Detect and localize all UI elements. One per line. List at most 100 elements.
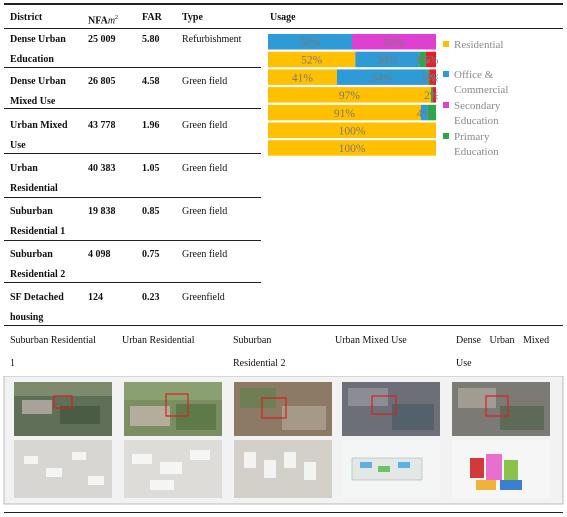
model-photo-urban-residential bbox=[124, 440, 222, 498]
bar-segment bbox=[419, 51, 426, 68]
bar-segment bbox=[432, 87, 436, 103]
bar-data-label: 4% bbox=[425, 72, 438, 84]
row-rule bbox=[4, 282, 261, 283]
nfa-value: 4 098 bbox=[88, 249, 111, 260]
row-rule bbox=[4, 153, 261, 154]
caption-suburban-residential-1: Suburban Residential 1 bbox=[10, 335, 96, 369]
bar-segment bbox=[355, 51, 420, 68]
bar-segment bbox=[336, 69, 428, 85]
bar-data-label: 100% bbox=[339, 143, 366, 155]
bar-data-label: 6% bbox=[423, 55, 438, 67]
bar-segment bbox=[430, 87, 433, 103]
bar-segment bbox=[268, 34, 352, 50]
type-value: Green field bbox=[182, 206, 228, 217]
district-name: Residential 1 bbox=[10, 226, 66, 237]
row-rule bbox=[4, 197, 261, 198]
far-value: 1.96 bbox=[142, 120, 160, 131]
bar-segment bbox=[268, 69, 337, 85]
bar-data-label: 41% bbox=[292, 72, 314, 84]
header-district: District bbox=[10, 12, 43, 23]
bar-data-label: 50% bbox=[299, 37, 321, 49]
nfa-value: 124 bbox=[88, 292, 103, 303]
nfa-value: 26 805 bbox=[88, 76, 116, 87]
legend-item: Residential bbox=[443, 38, 553, 53]
bar-data-label: 2% bbox=[424, 90, 438, 102]
district-name: Dense Urban bbox=[10, 34, 66, 45]
model-photo-dense-urban-mixed-use bbox=[452, 440, 550, 498]
legend-label: Education bbox=[454, 115, 499, 127]
bar-segment bbox=[420, 104, 428, 121]
bar-data-label: 97% bbox=[339, 90, 361, 102]
bar-segment bbox=[429, 69, 436, 85]
type-value: Refurbishment bbox=[182, 34, 242, 45]
header-nfa: NFAm2 bbox=[88, 15, 119, 27]
type-value: Green field bbox=[182, 120, 228, 131]
type-value: Greenfield bbox=[182, 292, 225, 303]
district-name: Residential bbox=[10, 183, 58, 194]
header-far: FAR bbox=[142, 12, 162, 23]
model-photo-suburban-residential-2 bbox=[234, 440, 332, 498]
caption-urban-mixed-use: Urban Mixed Use bbox=[335, 335, 407, 346]
caption-urban-residential: Urban Residential bbox=[122, 335, 195, 346]
bar-segment bbox=[268, 51, 356, 68]
bar-data-label: 4% bbox=[415, 55, 431, 67]
far-value: 5.80 bbox=[142, 34, 160, 45]
bar-segment bbox=[425, 51, 436, 68]
district-name: Mixed Use bbox=[10, 96, 56, 107]
nfa-value: 25 009 bbox=[88, 34, 116, 45]
legend-swatch bbox=[443, 41, 449, 47]
bar-segment bbox=[268, 140, 436, 156]
bar-segment bbox=[268, 122, 436, 138]
far-value: 1.05 bbox=[142, 163, 160, 174]
bar-data-label: 1% bbox=[421, 72, 437, 84]
district-name: Suburban bbox=[10, 249, 53, 260]
legend-item: Primary Education bbox=[443, 130, 553, 160]
legend-label: Residential bbox=[454, 39, 504, 51]
district-name: Urban Mixed bbox=[10, 120, 68, 131]
legend-label: Primary bbox=[454, 131, 490, 143]
district-name: SF Detached bbox=[10, 292, 64, 303]
bar-data-label: 52% bbox=[301, 55, 323, 67]
nfa-value: 19 838 bbox=[88, 206, 116, 217]
legend-swatch bbox=[443, 71, 449, 77]
aerial-photo-dense-urban-mixed-use bbox=[452, 382, 550, 436]
legend-item: Office & Commercial bbox=[443, 68, 553, 98]
legend-label: Secondary bbox=[454, 100, 501, 112]
model-photo-suburban-residential-1 bbox=[14, 440, 112, 498]
legend-label: Commercial bbox=[454, 84, 509, 96]
nfa-value: 40 383 bbox=[88, 163, 116, 174]
legend-swatch bbox=[443, 133, 449, 139]
legend-item: Secondary Education bbox=[443, 99, 553, 129]
caption-suburban-residential-2: Suburban Residential 2 bbox=[233, 335, 286, 369]
legend-swatch bbox=[443, 102, 449, 108]
figure-bottom-rule bbox=[4, 512, 563, 513]
model-photo-urban-mixed-use bbox=[342, 440, 440, 498]
table-top-rule bbox=[4, 3, 563, 5]
far-value: 0.75 bbox=[142, 249, 160, 260]
aerial-photo-urban-mixed-use bbox=[342, 382, 440, 436]
type-value: Green field bbox=[182, 249, 228, 260]
far-value: 0.85 bbox=[142, 206, 160, 217]
far-value: 4.58 bbox=[142, 76, 160, 87]
bar-segment bbox=[352, 34, 436, 50]
far-value: 0.23 bbox=[142, 292, 160, 303]
district-name: Use bbox=[10, 140, 26, 151]
row-rule bbox=[4, 67, 261, 68]
bar-data-label: 54% bbox=[372, 72, 394, 84]
aerial-photo-urban-residential bbox=[124, 382, 222, 436]
caption-dense-urban-mixed-use: Dense Urban Mixed Use bbox=[456, 335, 550, 369]
bar-segment bbox=[268, 87, 431, 103]
bar-data-label: 100% bbox=[339, 126, 366, 138]
bar-segment bbox=[268, 104, 421, 121]
bar-data-label: 4% bbox=[417, 108, 433, 120]
bar-data-label: 50% bbox=[383, 37, 405, 49]
photo-strip bbox=[3, 376, 564, 505]
type-value: Green field bbox=[182, 76, 228, 87]
district-name: Dense Urban bbox=[10, 76, 66, 87]
table-bottom-rule bbox=[4, 325, 563, 326]
legend-label: Education bbox=[454, 146, 499, 158]
header-usage: Usage bbox=[270, 12, 296, 23]
district-name: Suburban bbox=[10, 206, 53, 217]
legend-label: Office & bbox=[454, 69, 494, 81]
type-value: Green field bbox=[182, 163, 228, 174]
